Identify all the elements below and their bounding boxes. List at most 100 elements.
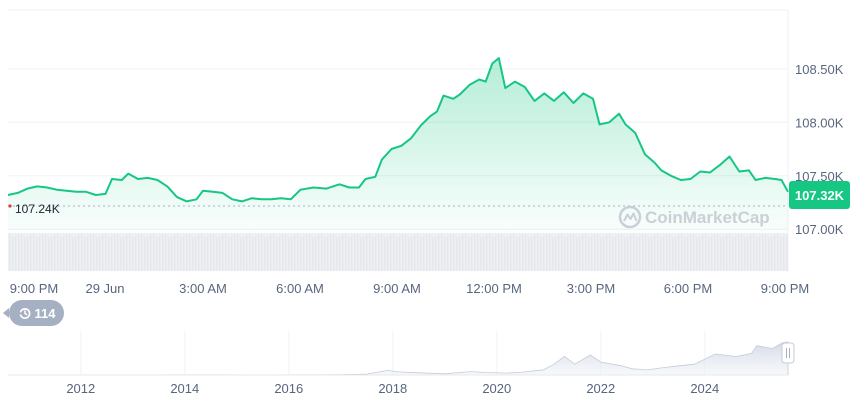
volume-bar xyxy=(330,235,332,271)
volume-bar xyxy=(423,236,425,271)
navigator-handle[interactable] xyxy=(781,342,795,364)
volume-bar xyxy=(309,234,311,271)
volume-bar xyxy=(570,235,572,271)
volume-bar xyxy=(324,237,326,271)
volume-bar xyxy=(468,237,470,271)
volume-bar xyxy=(780,237,782,271)
volume-bar xyxy=(12,237,14,271)
volume-bar xyxy=(258,235,260,271)
volume-bar xyxy=(756,237,758,271)
volume-bar xyxy=(720,237,722,271)
volume-bar xyxy=(63,236,65,271)
volume-bar xyxy=(231,236,233,271)
y-tick-label: 108.00K xyxy=(795,115,844,130)
volume-bar xyxy=(678,235,680,271)
volume-bar xyxy=(561,234,563,271)
history-navigator[interactable] xyxy=(8,331,788,375)
volume-bar xyxy=(465,234,467,271)
volume-bar xyxy=(693,234,695,271)
volume-bar xyxy=(312,237,314,271)
volume-bar xyxy=(639,236,641,271)
volume-bar xyxy=(342,235,344,271)
volume-bar xyxy=(96,237,98,271)
volume-bar xyxy=(291,236,293,271)
volume-bar xyxy=(450,235,452,271)
volume-bar xyxy=(336,237,338,271)
history-x-tick-label: 2012 xyxy=(66,381,95,396)
volume-bar xyxy=(687,236,689,271)
volume-bar xyxy=(729,234,731,271)
volume-bar xyxy=(573,234,575,271)
volume-bar xyxy=(636,237,638,271)
volume-bar xyxy=(783,236,785,271)
volume-bar xyxy=(348,237,350,271)
volume-bar xyxy=(24,237,26,271)
price-line[interactable] xyxy=(7,57,789,203)
volume-bar xyxy=(516,237,518,271)
volume-bar xyxy=(279,236,281,271)
volume-bar xyxy=(771,236,773,271)
volume-bar xyxy=(60,237,62,271)
history-x-tick-label: 2016 xyxy=(274,381,303,396)
volume-bar xyxy=(777,234,779,271)
volume-bar xyxy=(48,237,50,271)
volume-bar xyxy=(297,234,299,271)
volume-bar xyxy=(714,235,716,271)
history-clock-icon xyxy=(18,307,30,319)
volume-bar xyxy=(459,236,461,271)
volume-bar xyxy=(582,235,584,271)
y-tick-label: 108.50K xyxy=(795,62,844,77)
x-axis: 9:00 PM 29 Jun 3:00 AM 6:00 AM 9:00 AM 12:00 … xyxy=(10,281,809,296)
volume-bar xyxy=(234,235,236,271)
current-price-badge: 107.32K xyxy=(789,181,850,209)
volume-bar xyxy=(405,234,407,271)
volume-bar xyxy=(396,237,398,271)
volume-bar xyxy=(378,235,380,271)
history-count-badge[interactable]: 114 xyxy=(3,300,64,326)
volume-bar xyxy=(663,236,665,271)
volume-bar xyxy=(198,235,200,271)
volume-bar xyxy=(354,235,356,271)
volume-bar xyxy=(660,237,662,271)
volume-bar xyxy=(501,234,503,271)
volume-bar xyxy=(393,234,395,271)
volume-bar xyxy=(717,234,719,271)
volume-bar xyxy=(741,234,743,271)
volume-bar xyxy=(384,237,386,271)
coinmarketcap-logo-icon xyxy=(618,205,642,229)
volume-bar xyxy=(759,236,761,271)
volume-bar xyxy=(549,234,551,271)
volume-bar xyxy=(99,236,101,271)
history-x-tick-label: 2024 xyxy=(690,381,719,396)
volume-bar xyxy=(525,234,527,271)
history-x-tick-label: 2020 xyxy=(482,381,511,396)
x-tick-label: 6:00 PM xyxy=(664,281,712,296)
volume-bar xyxy=(411,236,413,271)
volume-bar xyxy=(138,235,140,271)
volume-bar xyxy=(606,235,608,271)
volume-bar xyxy=(774,235,776,271)
volume-bar xyxy=(213,234,215,271)
volume-bar xyxy=(612,237,614,271)
volume-bar xyxy=(513,234,515,271)
volume-bar xyxy=(651,236,653,271)
volume-bar xyxy=(321,234,323,271)
volume-bar xyxy=(399,236,401,271)
volume-bar xyxy=(159,236,161,271)
y-axis: 108.50K 108.00K 107.50K 107.00K xyxy=(795,62,844,237)
volume-bar xyxy=(588,237,590,271)
current-price-text: 107.32K xyxy=(795,188,845,203)
volume-bar xyxy=(294,235,296,271)
volume-bar xyxy=(489,234,491,271)
volume-bar xyxy=(264,237,266,271)
volume-bar xyxy=(441,234,443,271)
volume-bar xyxy=(240,237,242,271)
history-x-tick-label: 2022 xyxy=(586,381,615,396)
volume-bar xyxy=(558,235,560,271)
volume-bar xyxy=(585,234,587,271)
volume-bar xyxy=(33,234,35,271)
x-tick-label: 12:00 PM xyxy=(466,281,522,296)
volume-bar xyxy=(444,237,446,271)
volume-bar xyxy=(36,237,38,271)
volume-bar xyxy=(519,236,521,271)
